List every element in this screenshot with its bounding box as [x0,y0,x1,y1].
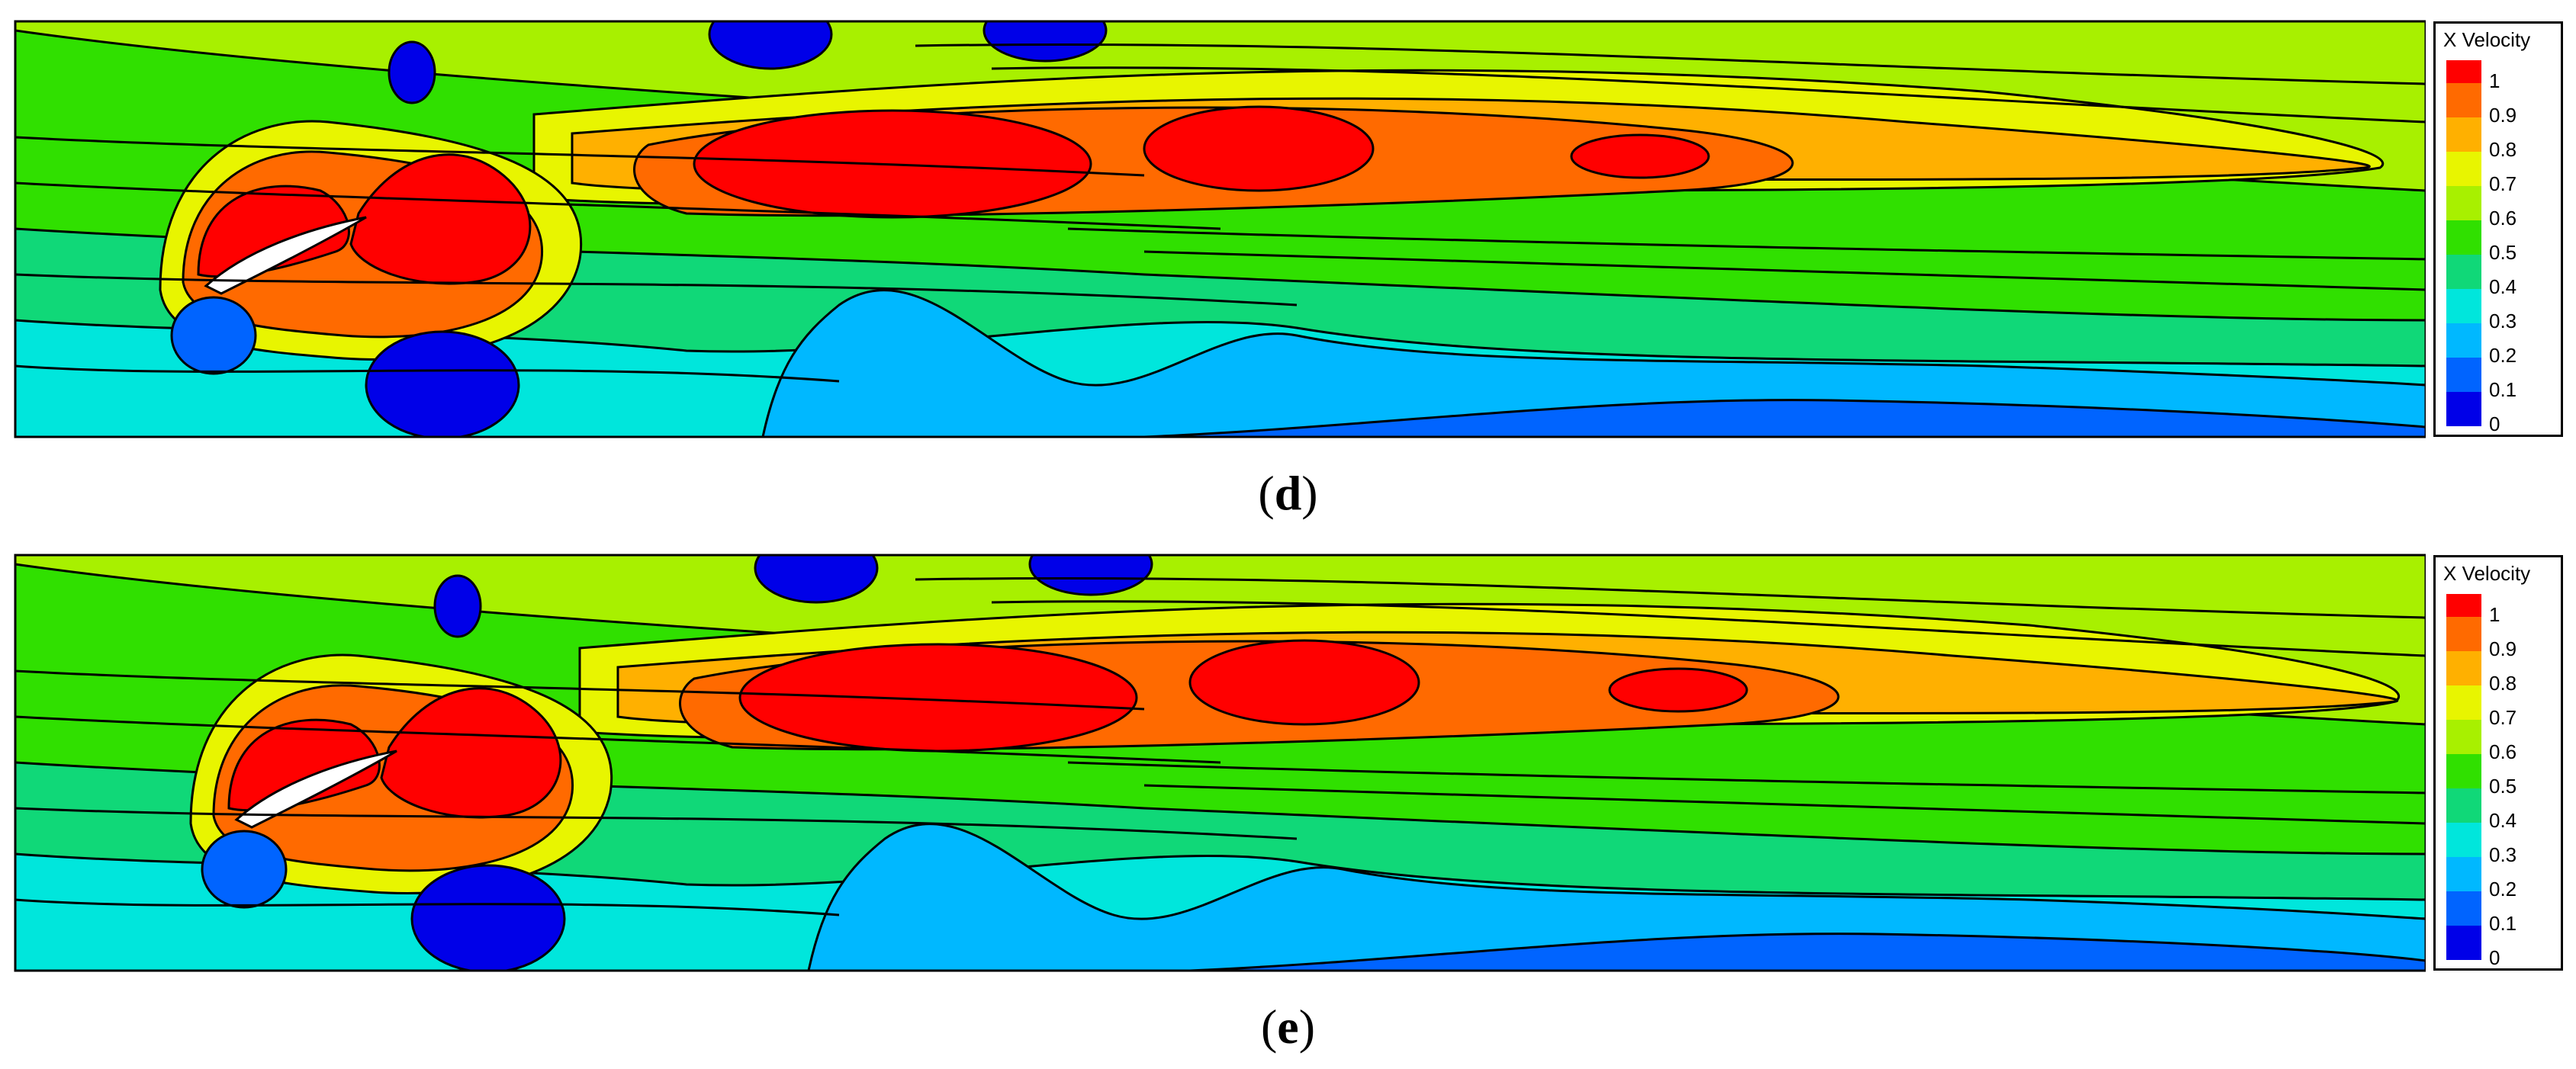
band-0.2 [761,289,2426,437]
colorbar-tick: 0.9 [2489,637,2517,660]
colorbar-tick: 0.6 [2489,207,2517,230]
low-velocity-pocket-4 [708,21,833,70]
core-1 [738,643,1138,753]
panel-label: d [1274,466,1302,520]
colorbar-swatch [2446,651,2481,685]
colorbar-d: X Velocity 1 0.9 0.8 0.7 0.6 0.5 0.4 0.3… [2433,21,2563,437]
contour-lines [15,43,2426,383]
colorbar-tick: 0.3 [2489,310,2517,332]
airfoil [204,216,367,295]
colorbar-swatch [2446,685,2481,720]
colorbar-tick: 0.5 [2489,241,2517,264]
colorbar-tick: 0.7 [2489,706,2517,729]
colorbar-swatch [2446,358,2481,392]
panel-d: X Velocity 1 0.9 0.8 0.7 0.6 0.5 0.4 0.3… [0,0,2576,534]
colorbar-swatch [2446,117,2481,152]
low-velocity-pocket-1 [365,330,520,437]
colorbar-tick: 0.4 [2489,809,2517,832]
contour-lines [15,576,2426,917]
colorbar-swatch [2446,926,2481,960]
colorbar-swatch [2446,891,2481,926]
low-velocity-pocket-4 [754,555,879,604]
panel-caption-d: (d) [1258,466,1318,520]
colorbar-title: X Velocity [2443,28,2531,51]
colorbar-tick: 0 [2489,413,2500,435]
colorbar-tick: 0.6 [2489,740,2517,763]
colorbar-swatch [2446,392,2481,426]
colorbar-swatch [2446,617,2481,651]
low-velocity-pocket-5 [982,21,1108,63]
colorbar-tick: 1 [2489,603,2500,626]
colorbar-tick: 0.1 [2489,912,2517,935]
low-velocity-pocket-2 [170,296,257,375]
low-velocity-pocket-1 [410,864,566,971]
colorbar-tick: 0.8 [2489,672,2517,695]
colorbar-swatch [2446,60,2481,83]
colorbar-tick: 0.9 [2489,104,2517,127]
colorbar-tick: 0.3 [2489,843,2517,866]
core-2 [1143,105,1375,192]
colorbar-tick: 0.8 [2489,138,2517,161]
colorbar-tick: 0.5 [2489,775,2517,798]
core-3 [1570,133,1710,179]
colorbar-tick: 0.4 [2489,275,2517,298]
colorbar-swatch [2446,323,2481,358]
colorbar-swatch [2446,289,2481,323]
colorbar-title: X Velocity [2443,562,2531,585]
colorbar-tick: 0.1 [2489,378,2517,401]
contour-field-e [14,554,2426,972]
colorbar-swatch [2446,83,2481,117]
colorbar-tick: 0 [2489,946,2500,969]
airfoil [234,750,397,829]
colorbar-swatch [2446,186,2481,220]
band-0.2 [807,823,2426,971]
low-velocity-pocket-3 [388,40,436,104]
colorbar-swatch [2446,823,2481,857]
band-0.1 [1189,933,2426,971]
colorbar-tick: 1 [2489,69,2500,92]
colorbar-swatch [2446,788,2481,823]
panel-caption-e: (e) [1260,1000,1316,1054]
panel-e: X Velocity 1 0.9 0.8 0.7 0.6 0.5 0.4 0.3… [0,534,2576,1069]
colorbar-swatch [2446,857,2481,891]
core-2 [1188,639,1420,726]
colorbar-tick: 0.7 [2489,172,2517,195]
colorbar-swatch [2446,220,2481,255]
colorbar-e: X Velocity 1 0.9 0.8 0.7 0.6 0.5 0.4 0.3… [2433,555,2563,971]
panel-label: e [1277,1000,1299,1054]
low-velocity-pocket-5 [1028,555,1153,596]
colorbar-tick: 0.2 [2489,344,2517,367]
core-3 [1608,667,1748,713]
colorbar-swatch [2446,152,2481,186]
colorbar-swatch [2446,720,2481,754]
low-velocity-pocket-3 [433,574,482,638]
colorbar-swatch [2446,255,2481,289]
colorbar-swatch [2446,754,2481,788]
colorbar-tick: 0.2 [2489,878,2517,900]
red-region-trailing [380,687,562,819]
low-velocity-pocket-2 [201,830,288,909]
contour-field-d [14,20,2426,438]
colorbar-swatch [2446,594,2481,617]
band-0.1 [1143,399,2426,437]
red-region-trailing [349,153,532,285]
